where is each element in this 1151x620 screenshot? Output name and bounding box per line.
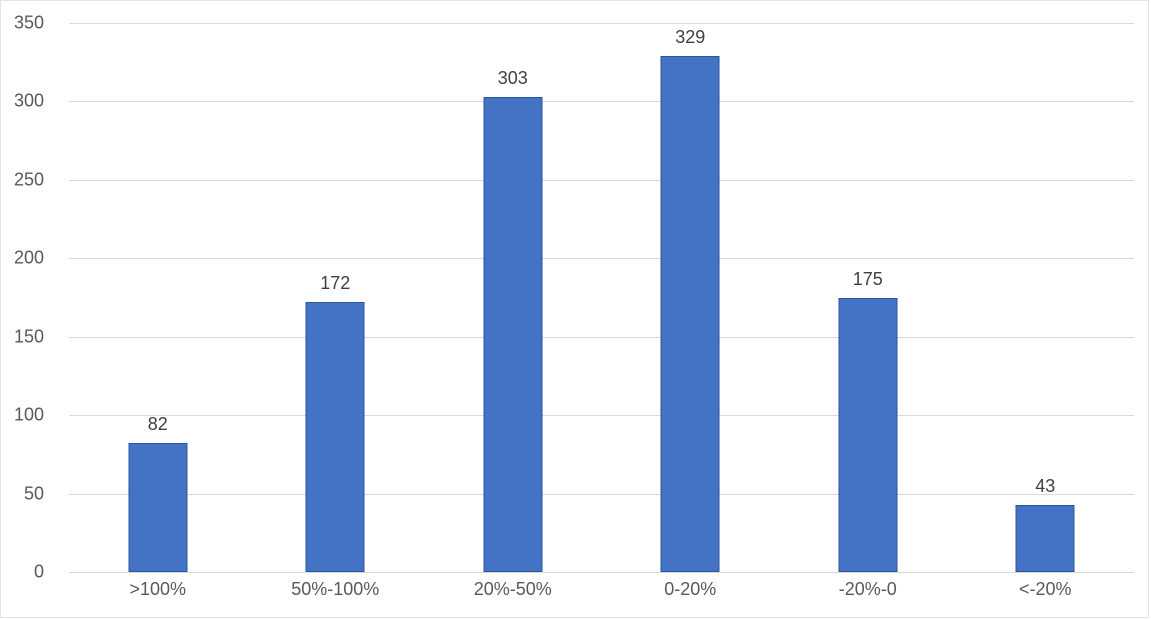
plot-area [69,23,1134,573]
gridline-0 [69,572,1134,573]
bar-value-label: 82 [147,414,168,435]
bar[interactable] [483,96,543,572]
y-axis-tick-label: 0 [33,561,44,582]
gridline-350 [69,23,1134,24]
bars-layer: 82 172 303 329 175 43 [69,23,1134,572]
y-axis-tick-label: 300 [13,90,44,111]
bar-slot: 82 [69,23,247,572]
y-axis-tick-label: 50 [23,483,44,504]
bar[interactable] [1015,504,1075,572]
bar[interactable] [128,443,188,572]
gridline-50 [69,493,1134,495]
y-axis-tick-label: 350 [13,12,44,33]
y-axis-tick-label: 150 [13,326,44,347]
gridline-200 [69,258,1134,260]
bar-value-label: 329 [675,26,706,47]
bar-slot: 172 [247,23,425,572]
bar-value-label: 303 [497,67,528,88]
x-axis-tick-label: 50%-100% [291,579,380,599]
y-axis-tick-label: 250 [13,169,44,190]
bar[interactable] [838,297,898,572]
x-axis-tick-label: >100% [129,579,187,599]
x-axis-tick-label: <-20% [1018,579,1072,599]
x-axis-tick-label: 0-20% [664,579,717,599]
bar-slot: 175 [779,23,957,572]
bar-slot: 43 [957,23,1135,572]
bar-value-label: 172 [320,273,351,294]
bar[interactable] [660,55,720,572]
gridline-100 [69,415,1134,417]
y-axis-tick-label: 100 [13,404,44,425]
gridline-250 [69,179,1134,181]
bar-value-label: 43 [1035,475,1056,496]
gridline-300 [69,101,1134,103]
y-axis-tick-label: 200 [13,247,44,268]
x-axis: >100% 50%-100% 20%-50% 0-20% -20%-0 <-20% [69,579,1134,609]
bar-value-label: 175 [852,268,883,289]
bar-slot: 329 [602,23,780,572]
bar[interactable] [305,302,365,572]
x-axis-tick-label: -20%-0 [838,579,897,599]
x-axis-tick-label: 20%-50% [473,579,552,599]
bar-slot: 303 [424,23,602,572]
gridline-150 [69,336,1134,338]
